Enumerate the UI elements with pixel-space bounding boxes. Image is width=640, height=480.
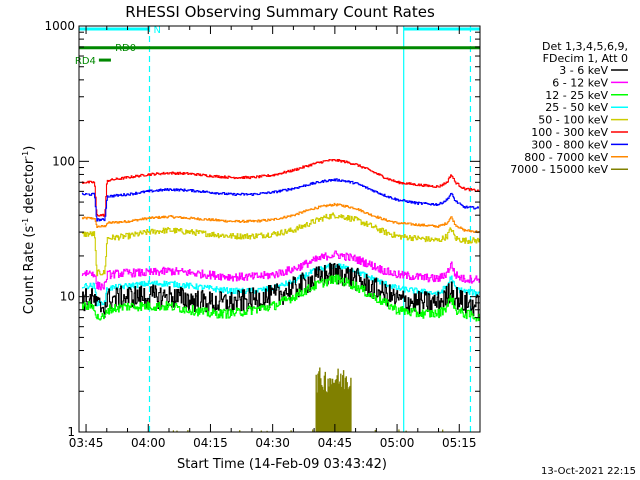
y-axis-label-part: ) [22,146,37,151]
mode-bar-label: RD0 [115,43,136,54]
x-tick-label: 03:45 [69,436,104,450]
series-line [81,158,480,217]
legend-entry-label: 300 - 800 keV [531,138,608,151]
y-tick-label: 10 [60,290,75,304]
series-line [81,178,479,222]
x-tick-label: 04:30 [255,436,290,450]
x-tick-label: 04:45 [318,436,353,450]
x-tick-label: 04:15 [193,436,228,450]
legend-entry-label: 12 - 25 keV [545,89,608,102]
series-line [81,250,480,291]
axes: 03:45 04:00 04:15 04:30 04:45 05:00 05:15 1 10 10… [44,19,481,450]
legend-entry-label: 800 - 7000 keV [524,151,608,164]
chart-title: RHESSI Observing Summary Count Rates [125,3,435,21]
legend: Det 1,3,4,5,6,9,FDecim 1, Att 03 - 6 keV… [510,40,628,176]
mode-bar-label: N [153,25,160,36]
legend-entry-label: 3 - 6 keV [559,64,608,77]
y-tick-label: 1 [67,425,75,439]
series-line [81,262,480,318]
legend-header: Det 1,3,4,5,6,9, [542,40,628,53]
y-tick-label: 100 [52,154,75,168]
series-line [81,212,480,277]
y-tick-label: 1000 [44,19,75,33]
y-axis-label-sup: -1 [21,151,30,159]
y-axis-label: Count Rate (s-1 detector-1) [21,146,37,315]
x-tick-label: 05:15 [442,436,477,450]
y-axis-label-sup: -1 [21,218,30,226]
legend-entry-label: 50 - 100 keV [538,114,608,127]
plot-area: N RD0 RD4 [75,25,480,432]
series-7000-15000-bursts [315,367,352,432]
plot-frame [78,25,481,433]
x-tick-label: 04:00 [131,436,166,450]
series-line [81,274,480,322]
legend-entry-label: 7000 - 15000 keV [510,163,608,176]
footer-date: 13-Oct-2021 22:15 [541,466,636,477]
mode-bar-label: RD4 [75,56,96,67]
x-axis-label: Start Time (14-Feb-09 03:43:42) [177,457,387,472]
series-line [81,202,480,234]
legend-entry-label: 6 - 12 keV [552,76,608,89]
y-axis-label-part: detector [22,158,37,218]
legend-header: FDecim 1, Att 0 [543,52,628,65]
y-axis-label-part: Count Rate (s [22,226,37,315]
series-line [81,263,480,307]
x-tick-label: 05:00 [380,436,415,450]
legend-entry-label: 100 - 300 keV [531,126,608,139]
legend-entry-label: 25 - 50 keV [545,101,608,114]
